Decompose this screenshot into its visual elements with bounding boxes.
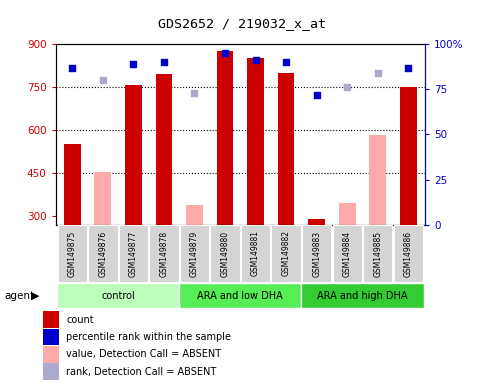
Text: GSM149882: GSM149882	[282, 230, 291, 276]
Text: count: count	[66, 314, 94, 325]
Bar	[125, 85, 142, 225]
FancyBboxPatch shape	[211, 225, 240, 282]
FancyBboxPatch shape	[241, 225, 270, 282]
Bar	[43, 311, 59, 328]
Point	[191, 90, 199, 96]
Point	[129, 61, 137, 67]
Point	[404, 65, 412, 71]
Text: GSM149883: GSM149883	[312, 230, 321, 276]
Text: GSM149877: GSM149877	[129, 230, 138, 276]
Point	[99, 77, 107, 83]
Text: GDS2652 / 219032_x_at: GDS2652 / 219032_x_at	[157, 17, 326, 30]
FancyBboxPatch shape	[394, 225, 423, 282]
Text: percentile rank within the sample: percentile rank within the sample	[66, 332, 231, 342]
FancyBboxPatch shape	[57, 225, 87, 282]
Text: GSM149886: GSM149886	[404, 230, 413, 276]
Text: GSM149879: GSM149879	[190, 230, 199, 276]
FancyBboxPatch shape	[301, 283, 424, 308]
FancyBboxPatch shape	[88, 225, 117, 282]
Text: ARA and low DHA: ARA and low DHA	[198, 291, 283, 301]
Bar	[186, 205, 203, 225]
FancyBboxPatch shape	[363, 225, 392, 282]
Text: GSM149881: GSM149881	[251, 230, 260, 276]
Bar	[339, 203, 355, 225]
Point	[282, 59, 290, 65]
Point	[374, 70, 382, 76]
Point	[343, 84, 351, 91]
Bar	[43, 346, 59, 362]
Text: GSM149878: GSM149878	[159, 230, 169, 276]
Bar	[64, 144, 81, 225]
Point	[313, 92, 321, 98]
Bar	[247, 58, 264, 225]
FancyBboxPatch shape	[180, 225, 209, 282]
Text: ▶: ▶	[31, 291, 40, 301]
Bar	[308, 219, 325, 225]
Text: GSM149880: GSM149880	[221, 230, 229, 276]
Text: control: control	[101, 291, 135, 301]
FancyBboxPatch shape	[271, 225, 301, 282]
Bar	[156, 74, 172, 225]
FancyBboxPatch shape	[179, 283, 301, 308]
Text: GSM149885: GSM149885	[373, 230, 382, 276]
Point	[252, 57, 259, 63]
Bar	[43, 329, 59, 345]
FancyBboxPatch shape	[332, 225, 362, 282]
Bar	[400, 88, 417, 225]
FancyBboxPatch shape	[57, 283, 179, 308]
Text: rank, Detection Call = ABSENT: rank, Detection Call = ABSENT	[66, 366, 216, 377]
Text: GSM149884: GSM149884	[342, 230, 352, 276]
Point	[221, 50, 229, 56]
Text: value, Detection Call = ABSENT: value, Detection Call = ABSENT	[66, 349, 221, 359]
Point	[69, 65, 76, 71]
Text: ARA and high DHA: ARA and high DHA	[317, 291, 408, 301]
FancyBboxPatch shape	[149, 225, 179, 282]
FancyBboxPatch shape	[119, 225, 148, 282]
Bar	[95, 172, 111, 225]
Text: GSM149875: GSM149875	[68, 230, 77, 276]
Bar	[369, 135, 386, 225]
Bar	[278, 73, 295, 225]
Bar	[43, 363, 59, 380]
FancyBboxPatch shape	[302, 225, 331, 282]
Bar	[217, 51, 233, 225]
Point	[160, 59, 168, 65]
Text: GSM149876: GSM149876	[99, 230, 107, 276]
Text: agent: agent	[5, 291, 35, 301]
